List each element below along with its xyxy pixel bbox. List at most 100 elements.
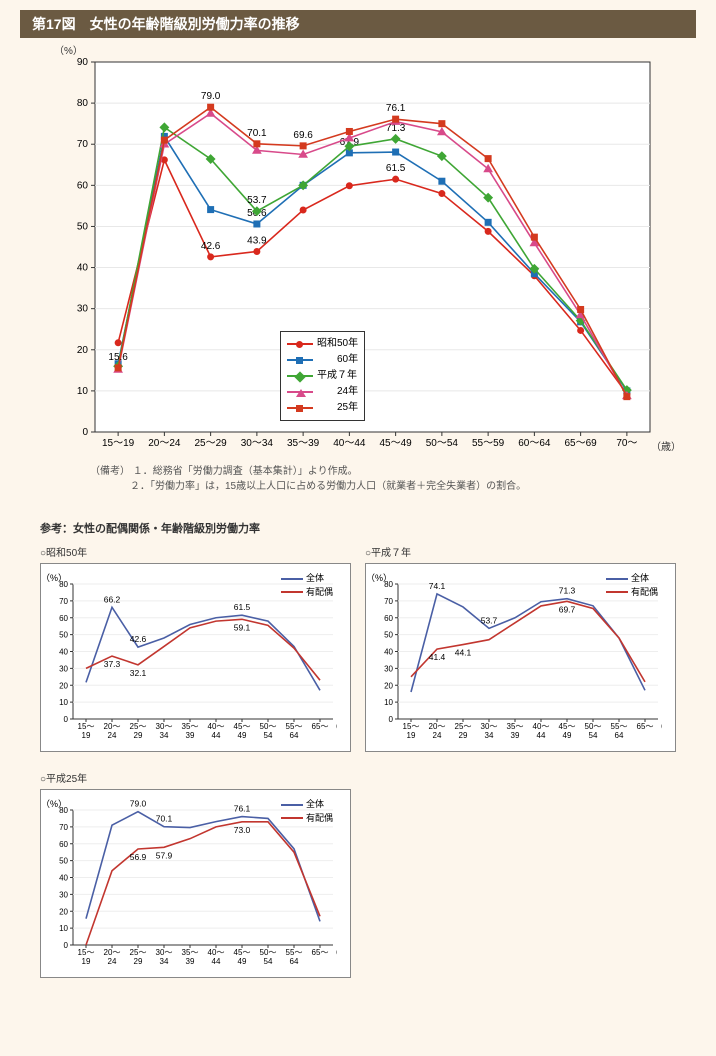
svg-text:30～: 30～ xyxy=(481,722,498,731)
svg-text:30: 30 xyxy=(384,664,393,673)
note-2: ２．「労働力率」は，15歳以上人口に占める労働力人口（就業者＋完全失業者）の割合… xyxy=(130,481,526,492)
svg-text:44: 44 xyxy=(537,731,546,740)
svg-text:50: 50 xyxy=(384,631,393,640)
svg-text:44: 44 xyxy=(212,957,221,966)
section-title: 参考：女性の配偶関係・年齢階級別労働力率 xyxy=(40,520,696,536)
svg-text:59.1: 59.1 xyxy=(234,622,251,632)
svg-text:10: 10 xyxy=(59,924,68,933)
svg-text:60～64: 60～64 xyxy=(518,438,551,449)
svg-text:49: 49 xyxy=(238,957,247,966)
svg-text:60: 60 xyxy=(59,614,68,623)
svg-text:34: 34 xyxy=(160,957,169,966)
svg-text:45～49: 45～49 xyxy=(380,438,413,449)
svg-text:73.0: 73.0 xyxy=(234,825,251,835)
svg-text:29: 29 xyxy=(459,731,468,740)
svg-text:70～: 70～ xyxy=(616,438,637,449)
svg-text:30～34: 30～34 xyxy=(241,438,274,449)
svg-text:39: 39 xyxy=(186,957,195,966)
svg-text:50～54: 50～54 xyxy=(426,438,459,449)
small-chart-label: ○平成７年 xyxy=(365,544,676,559)
svg-text:54: 54 xyxy=(264,957,273,966)
svg-text:49: 49 xyxy=(563,731,572,740)
svg-text:56.9: 56.9 xyxy=(130,852,147,862)
svg-text:40: 40 xyxy=(59,648,68,657)
svg-text:（歳）: （歳） xyxy=(331,721,337,731)
svg-text:25～: 25～ xyxy=(130,722,147,731)
svg-text:40～: 40～ xyxy=(208,948,225,957)
svg-text:69.7: 69.7 xyxy=(559,604,576,614)
svg-text:57.9: 57.9 xyxy=(156,850,173,860)
svg-text:35～: 35～ xyxy=(182,948,199,957)
svg-text:10: 10 xyxy=(384,698,393,707)
svg-text:61.5: 61.5 xyxy=(386,163,406,174)
svg-text:15～19: 15～19 xyxy=(102,438,135,449)
svg-text:74.1: 74.1 xyxy=(429,581,446,591)
svg-text:40～: 40～ xyxy=(533,722,550,731)
svg-text:60: 60 xyxy=(59,840,68,849)
svg-text:35～: 35～ xyxy=(507,722,524,731)
svg-text:49: 49 xyxy=(238,731,247,740)
svg-text:35～39: 35～39 xyxy=(287,438,320,449)
svg-text:19: 19 xyxy=(82,731,91,740)
svg-text:0: 0 xyxy=(389,715,394,724)
svg-text:25～: 25～ xyxy=(455,722,472,731)
svg-text:50～: 50～ xyxy=(585,722,602,731)
svg-text:54: 54 xyxy=(589,731,598,740)
svg-text:34: 34 xyxy=(160,731,169,740)
svg-text:39: 39 xyxy=(511,731,520,740)
svg-text:50～: 50～ xyxy=(260,722,277,731)
svg-text:37.3: 37.3 xyxy=(104,659,121,669)
svg-text:70.1: 70.1 xyxy=(156,814,173,824)
svg-text:64: 64 xyxy=(290,957,299,966)
svg-text:50～: 50～ xyxy=(260,948,277,957)
svg-text:70: 70 xyxy=(384,597,393,606)
svg-text:15～: 15～ xyxy=(403,722,420,731)
svg-text:65～69: 65～69 xyxy=(565,438,598,449)
svg-text:0: 0 xyxy=(64,941,69,950)
main-y-unit: （%） xyxy=(54,42,83,57)
svg-text:40～44: 40～44 xyxy=(333,438,366,449)
svg-text:44: 44 xyxy=(212,731,221,740)
svg-text:65～: 65～ xyxy=(312,948,329,957)
svg-text:20～: 20～ xyxy=(104,722,121,731)
svg-text:24: 24 xyxy=(108,731,117,740)
main-chart: （%） 010203040506070809015～1920～2425～2930… xyxy=(60,56,660,456)
svg-text:76.1: 76.1 xyxy=(234,804,251,814)
svg-text:40～: 40～ xyxy=(208,722,225,731)
svg-text:40: 40 xyxy=(59,874,68,883)
svg-text:79.0: 79.0 xyxy=(130,799,147,809)
svg-text:29: 29 xyxy=(134,731,143,740)
svg-text:30: 30 xyxy=(77,304,89,315)
svg-text:15～: 15～ xyxy=(78,722,95,731)
svg-text:53.7: 53.7 xyxy=(481,615,498,625)
notes-prefix: （備考） xyxy=(90,466,130,477)
svg-text:32.1: 32.1 xyxy=(130,668,147,678)
svg-text:10: 10 xyxy=(59,698,68,707)
page-title: 第17図 女性の年齢階級別労働力率の推移 xyxy=(20,10,696,38)
svg-text:20～: 20～ xyxy=(104,948,121,957)
svg-text:45～: 45～ xyxy=(234,948,251,957)
svg-text:10: 10 xyxy=(77,386,89,397)
svg-text:25～29: 25～29 xyxy=(195,438,228,449)
svg-text:30: 30 xyxy=(59,890,68,899)
svg-text:64: 64 xyxy=(290,731,299,740)
svg-text:80: 80 xyxy=(384,580,393,589)
svg-text:50: 50 xyxy=(77,221,89,232)
svg-text:45～: 45～ xyxy=(559,722,576,731)
svg-text:65～: 65～ xyxy=(312,722,329,731)
svg-text:42.6: 42.6 xyxy=(130,634,147,644)
svg-text:64: 64 xyxy=(615,731,624,740)
svg-text:43.9: 43.9 xyxy=(247,236,267,247)
svg-text:44.1: 44.1 xyxy=(455,648,472,658)
svg-text:34: 34 xyxy=(485,731,494,740)
svg-text:20～24: 20～24 xyxy=(148,438,181,449)
svg-text:55～: 55～ xyxy=(611,722,628,731)
svg-text:50: 50 xyxy=(59,631,68,640)
svg-text:66.2: 66.2 xyxy=(104,594,121,604)
svg-text:45～: 45～ xyxy=(234,722,251,731)
svg-text:61.5: 61.5 xyxy=(234,602,251,612)
small-chart: ○平成７年（%）0102030405060708015～1920～2425～29… xyxy=(365,544,676,752)
small-chart-label: ○平成25年 xyxy=(40,770,351,785)
svg-text:20: 20 xyxy=(59,681,68,690)
small-chart: ○平成25年（%）0102030405060708015～1920～2425～2… xyxy=(40,770,351,978)
